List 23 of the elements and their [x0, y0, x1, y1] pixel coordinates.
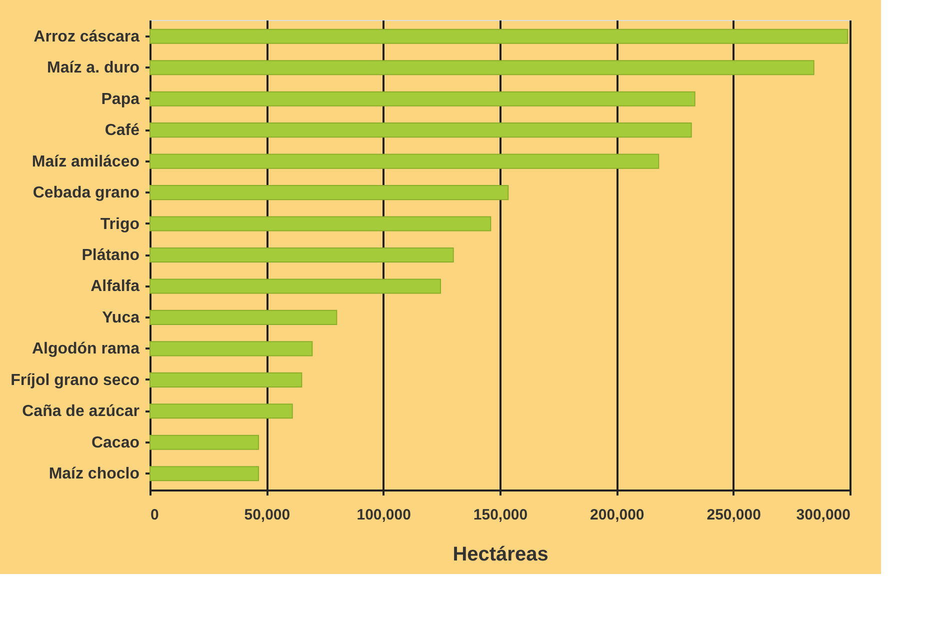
y-tick-label: Arroz cáscara: [34, 28, 140, 46]
y-tick-label: Cacao: [91, 434, 140, 452]
x-tick-label: 250,000: [706, 506, 761, 524]
x-tick-label: 50,000: [244, 506, 290, 524]
y-tick-label: Algodón rama: [32, 340, 140, 358]
x-tick-label: 300,000: [796, 506, 850, 524]
y-tick-label: Yuca: [102, 309, 140, 326]
y-tick-label: Fríjol grano seco: [10, 372, 140, 389]
x-tick-label: 150,000: [473, 506, 528, 524]
x-tick-label: 100,000: [356, 506, 411, 524]
y-tick-label: Cebada grano: [32, 184, 140, 202]
y-tick-label: Maíz choclo: [48, 466, 140, 483]
x-axis-title: Hectáreas: [452, 544, 548, 566]
y-tick-label: Papa: [101, 90, 140, 108]
y-tick-label: Caña de azúcar: [22, 403, 140, 420]
y-tick-label: Maíz a. duro: [47, 60, 140, 77]
x-tick-label: 0: [150, 506, 159, 524]
y-tick-label: Café: [104, 122, 140, 140]
y-tick-label: Alfalfa: [90, 278, 140, 296]
x-tick-label: 200,000: [590, 506, 644, 524]
y-tick-label: Maíz amiláceo: [32, 153, 140, 170]
y-tick-label: Trigo: [100, 216, 140, 233]
y-tick-label: Plátano: [82, 247, 140, 264]
